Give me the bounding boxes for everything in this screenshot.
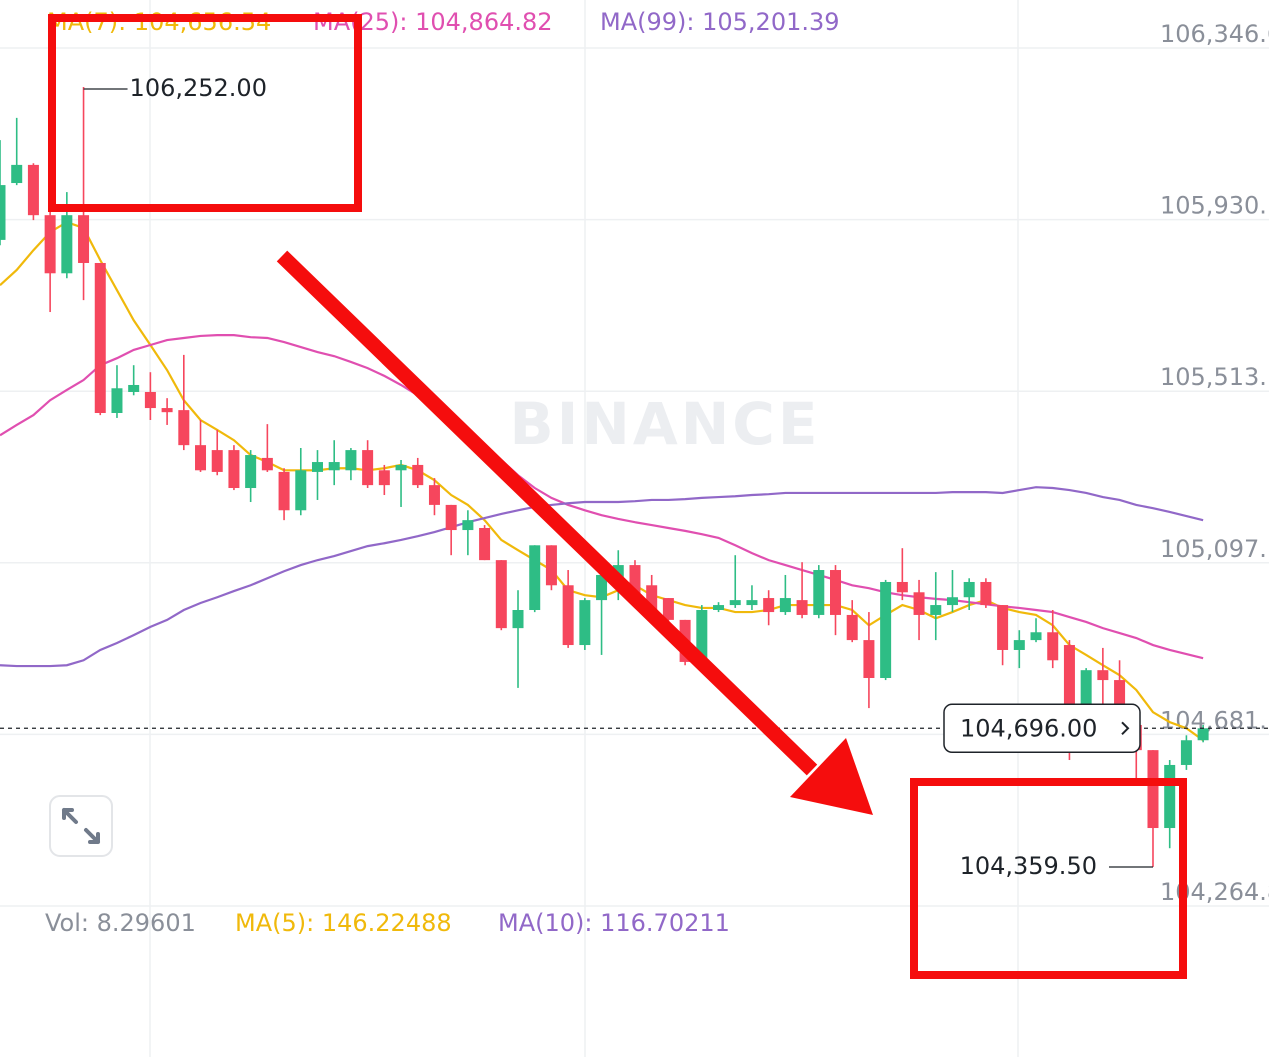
y-tick-label: 104,264.8 bbox=[1160, 878, 1269, 906]
candle-body bbox=[963, 581, 975, 598]
candle-body bbox=[980, 581, 992, 606]
candle-body bbox=[746, 600, 758, 606]
candle-body bbox=[896, 581, 908, 593]
candle-body bbox=[245, 455, 257, 489]
candle-body bbox=[1030, 632, 1042, 641]
candle-body bbox=[161, 408, 173, 413]
arrow-head bbox=[790, 738, 873, 815]
candle-body bbox=[997, 605, 1009, 650]
candle-body bbox=[579, 600, 591, 646]
candle-body bbox=[1180, 740, 1192, 765]
y-tick-label: 106,346.6 bbox=[1160, 20, 1269, 48]
low-label: 104,359.50 bbox=[960, 852, 1097, 880]
candle-body bbox=[796, 600, 808, 615]
candle-body bbox=[111, 388, 123, 414]
volume-legend-entry: MA(10): 116.70211 bbox=[498, 909, 730, 937]
candle-body bbox=[713, 605, 725, 611]
last-price-label: 104,696.00 bbox=[960, 714, 1097, 742]
candle-body bbox=[562, 585, 574, 646]
candle-body bbox=[178, 410, 190, 446]
candle-body bbox=[362, 450, 374, 486]
candle-body bbox=[779, 598, 791, 613]
candle-body bbox=[261, 457, 273, 471]
y-tick-label: 104,681. bbox=[1160, 706, 1267, 734]
candle-body bbox=[211, 450, 223, 472]
candle-body bbox=[278, 471, 290, 511]
candle-body bbox=[1047, 632, 1059, 661]
candle-body bbox=[813, 570, 825, 615]
candle-body bbox=[545, 545, 557, 586]
candle-body bbox=[44, 215, 56, 274]
candle-body bbox=[1114, 680, 1126, 725]
highlight-box bbox=[910, 778, 1187, 979]
volume-legend-entry: MA(5): 146.22488 bbox=[235, 909, 452, 937]
watermark: BINANCE bbox=[510, 390, 821, 458]
candle-body bbox=[880, 581, 892, 679]
candle-body bbox=[763, 598, 775, 613]
candle-body bbox=[295, 470, 307, 511]
candle-body bbox=[512, 610, 524, 629]
candle-body bbox=[495, 560, 507, 629]
plot: 106,346.6 105,930. 105,513. 105,097. 104,681… bbox=[0, 8, 1269, 937]
candle-body bbox=[696, 610, 708, 661]
candle-body bbox=[1097, 670, 1109, 681]
candle-body bbox=[462, 520, 474, 531]
candle-body bbox=[1197, 728, 1209, 741]
candle-body bbox=[1147, 750, 1159, 829]
candle-body bbox=[27, 164, 39, 216]
annotation-layer bbox=[48, 14, 1187, 979]
candle-body bbox=[0, 185, 6, 240]
candle-body bbox=[596, 574, 608, 601]
candle-body bbox=[629, 565, 641, 596]
y-tick-label: 105,930. bbox=[1160, 192, 1267, 220]
candle-body bbox=[345, 450, 357, 471]
last-price-box bbox=[943, 703, 1141, 754]
candle-body bbox=[128, 384, 140, 392]
candle-body bbox=[846, 614, 858, 641]
arrow-shaft bbox=[276, 250, 818, 776]
candle-body bbox=[328, 462, 340, 471]
candle-body bbox=[445, 504, 457, 531]
last-price-chevron bbox=[1121, 721, 1130, 735]
candle-body bbox=[311, 462, 323, 472]
candle-body bbox=[479, 527, 491, 561]
candle-body bbox=[78, 215, 90, 263]
candle-body bbox=[61, 215, 73, 274]
high-label: 106,252.00 bbox=[130, 74, 267, 102]
candle-body bbox=[1013, 640, 1025, 650]
candle-body bbox=[195, 445, 207, 471]
expand-icon bbox=[62, 808, 100, 844]
expand-button[interactable] bbox=[49, 795, 113, 857]
candle-body bbox=[1164, 764, 1176, 829]
y-tick-label: 105,513. bbox=[1160, 363, 1267, 391]
candle-body bbox=[913, 592, 925, 615]
candle-body bbox=[228, 450, 240, 489]
candle-body bbox=[1080, 670, 1092, 706]
y-tick-label: 105,097. bbox=[1160, 535, 1267, 563]
highlight-box bbox=[48, 14, 362, 212]
legend-entry: MA(99): 105,201.39 bbox=[600, 8, 840, 36]
candle-body bbox=[395, 464, 407, 471]
ma-line bbox=[0, 220, 1204, 742]
candle-body bbox=[144, 391, 156, 409]
background-layer: BINANCE bbox=[149, 0, 1019, 1057]
candle-body bbox=[646, 585, 658, 611]
candle-body bbox=[412, 464, 424, 486]
candle-body bbox=[946, 597, 958, 606]
candle-body bbox=[863, 640, 875, 679]
candle-body bbox=[428, 485, 440, 505]
candle-body bbox=[378, 470, 390, 486]
candle-body bbox=[830, 570, 841, 615]
candle-body bbox=[94, 262, 106, 414]
ma-line bbox=[0, 486, 1204, 668]
candle-body bbox=[1063, 645, 1075, 706]
candle-body bbox=[11, 164, 23, 184]
candle-body bbox=[729, 600, 741, 606]
candle-body bbox=[662, 598, 674, 620]
candle-body bbox=[529, 545, 541, 611]
candle-body bbox=[930, 605, 942, 615]
volume-legend-entry: Vol: 8.29601 bbox=[45, 909, 196, 937]
